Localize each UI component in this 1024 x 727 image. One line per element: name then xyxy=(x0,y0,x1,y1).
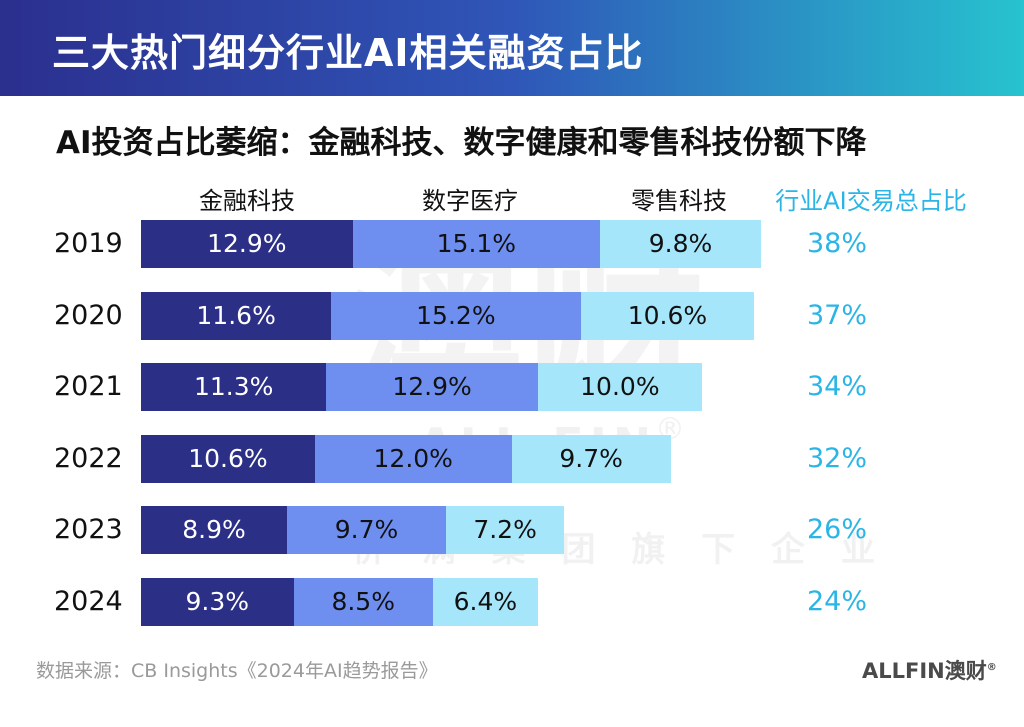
bar-segment-2020-1: 11.6% xyxy=(141,291,332,340)
total-share-2023: 26% xyxy=(806,514,868,545)
bar-segment-2021-1: 11.3% xyxy=(141,363,327,411)
column-header-2: 数字医疗 xyxy=(422,187,518,215)
bar-segment-2019-2: 15.1% xyxy=(352,220,601,268)
total-share-2021: 34% xyxy=(806,371,868,402)
total-share-2022: 32% xyxy=(806,442,868,474)
bar-segment-2022-2: 12.0% xyxy=(314,434,512,483)
bar-segment-2023-3: 7.2% xyxy=(446,506,565,554)
bar-segment-2022-3: 9.7% xyxy=(511,434,671,483)
year-label-2024: 2024 xyxy=(54,585,123,617)
bar-segment-2019-1: 12.9% xyxy=(141,220,353,268)
year-label-2019: 2019 xyxy=(54,228,123,259)
total-share-2019: 38% xyxy=(806,228,868,259)
bar-segment-2020-2: 15.2% xyxy=(331,291,581,340)
bar-segment-2021-3: 10.0% xyxy=(537,363,702,411)
total-share-2024: 24% xyxy=(806,585,868,617)
bar-segment-2024-3: 6.4% xyxy=(432,577,538,626)
year-label-2020: 2020 xyxy=(54,299,123,331)
total-share-2020: 37% xyxy=(806,299,868,331)
page-title: 三大热门细分行业AI相关融资占比 xyxy=(52,31,644,75)
bar-segment-2023-2: 9.7% xyxy=(286,506,447,554)
data-source-note: 数据来源：CB Insights《2024年AI趋势报告》 xyxy=(36,660,438,682)
bar-segment-2023-1: 8.9% xyxy=(141,506,287,554)
logo-cn: 澳财 xyxy=(944,659,987,683)
bar-segment-2019-3: 9.8% xyxy=(600,220,761,268)
column-header-3: 零售科技 xyxy=(631,187,727,215)
year-label-2022: 2022 xyxy=(54,442,123,474)
column-header-1: 金融科技 xyxy=(199,187,295,215)
bar-segment-2022-1: 10.6% xyxy=(141,434,315,483)
bar-segment-2020-3: 10.6% xyxy=(580,291,755,340)
bar-segment-2021-2: 12.9% xyxy=(326,363,538,411)
year-label-2023: 2023 xyxy=(54,514,123,545)
logo-registered-mark: ® xyxy=(986,662,997,673)
chart-subtitle: AI投资占比萎缩：金融科技、数字健康和零售科技份额下降 xyxy=(56,125,867,161)
year-label-2021: 2021 xyxy=(54,371,123,402)
bar-segment-2024-2: 8.5% xyxy=(293,577,433,626)
title-banner: 三大热门细分行业AI相关融资占比 xyxy=(0,0,1024,96)
bar-segment-2024-1: 9.3% xyxy=(141,577,294,626)
logo-en: ALLFIN xyxy=(862,659,945,683)
column-header-total: 行业AI交易总占比 xyxy=(775,187,967,215)
brand-logo: ALLFIN澳财® xyxy=(862,655,997,685)
